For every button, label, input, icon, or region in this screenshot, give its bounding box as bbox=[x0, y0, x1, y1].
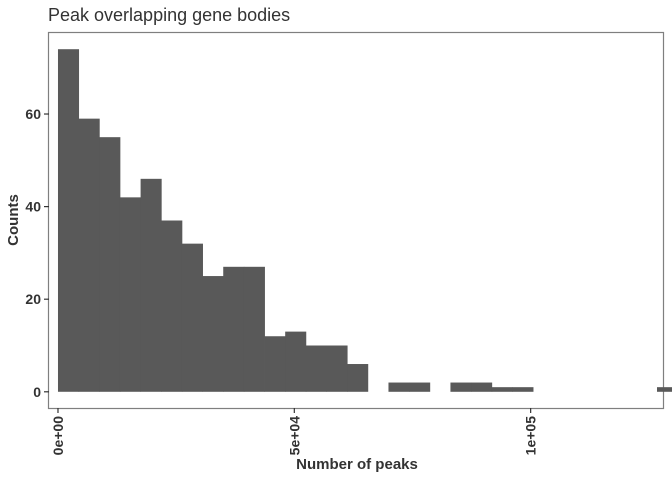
histogram-bar bbox=[305, 345, 327, 392]
histogram-bar bbox=[223, 266, 245, 392]
histogram-bar bbox=[657, 387, 672, 392]
y-tick-label: 40 bbox=[25, 199, 41, 215]
plot-panel bbox=[47, 31, 665, 410]
y-axis-title: Counts bbox=[5, 194, 22, 246]
histogram-bar bbox=[161, 220, 183, 392]
histogram-bar bbox=[409, 382, 431, 392]
histogram-bar bbox=[285, 331, 307, 392]
histogram-bar bbox=[202, 276, 224, 392]
histogram-bar bbox=[264, 336, 286, 392]
x-tick-label: 0e+00 bbox=[50, 416, 66, 456]
histogram-bar bbox=[471, 382, 493, 392]
histogram-bar bbox=[512, 387, 534, 392]
histogram-bar bbox=[57, 49, 80, 392]
x-axis: 0e+00 5e+04 1e+05 bbox=[50, 408, 539, 455]
histogram-bar bbox=[388, 382, 410, 392]
x-tick-label: 1e+05 bbox=[523, 416, 539, 456]
x-tick-label: 5e+04 bbox=[286, 416, 302, 456]
histogram-bar bbox=[99, 137, 121, 392]
chart-title: Peak overlapping gene bodies bbox=[48, 5, 290, 25]
y-tick-label: 0 bbox=[33, 384, 41, 400]
y-tick-label: 20 bbox=[25, 291, 41, 307]
histogram-bar bbox=[243, 266, 265, 392]
histogram-bar bbox=[181, 243, 203, 392]
histogram-bar bbox=[347, 364, 369, 392]
x-axis-title: Number of peaks bbox=[296, 456, 418, 473]
histogram-bar bbox=[78, 118, 100, 392]
histogram-bar bbox=[326, 345, 348, 392]
histogram-bar bbox=[119, 197, 142, 392]
histogram-bar bbox=[450, 382, 472, 392]
histogram-bar bbox=[140, 178, 162, 392]
y-tick-label: 60 bbox=[25, 106, 41, 122]
y-axis: 0 20 40 60 bbox=[25, 106, 49, 400]
histogram-bar bbox=[491, 387, 513, 392]
bars-group bbox=[57, 49, 672, 392]
